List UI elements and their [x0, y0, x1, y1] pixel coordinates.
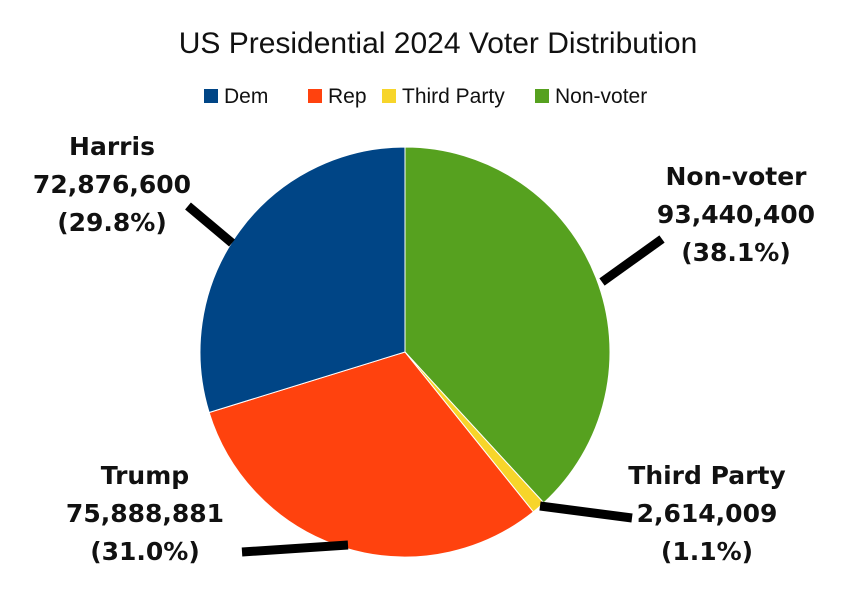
callout-third: Third Party 2,614,009 (1.1%): [628, 461, 785, 566]
legend-label-nonvoter: Non-voter: [555, 85, 647, 108]
chart-title: US Presidential 2024 Voter Distribution: [179, 27, 698, 60]
callout-dem-percent-label: (29.8%): [57, 208, 167, 237]
legend-swatch-third: [382, 89, 396, 103]
callout-dem: Harris 72,876,600 (29.8%): [33, 132, 191, 237]
pie-slice-nonvoter: [404, 146, 611, 504]
leader-line-nonvoter: [599, 235, 665, 286]
callout-dem-value-label: 72,876,600: [33, 170, 191, 199]
callout-rep-name: Trump: [101, 461, 189, 490]
callout-labels: Harris 72,876,600 (29.8%) Non-voter 93,440,4…: [33, 132, 815, 566]
pie-slices: [199, 146, 611, 558]
pie-slice-dem: [199, 146, 406, 414]
legend-label-third: Third Party: [402, 85, 505, 108]
legend-label-rep: Rep: [328, 85, 367, 108]
callout-nonvoter: Non-voter 93,440,400 (38.1%): [657, 162, 815, 267]
callout-rep-value-label: 75,888,881: [66, 499, 224, 528]
legend-swatch-rep: [308, 89, 322, 103]
legend-swatch-dem: [204, 89, 218, 103]
callout-rep: Trump 75,888,881 (31.0%): [66, 461, 224, 566]
legend-label-dem: Dem: [224, 85, 268, 108]
callout-nonvoter-value-label: 93,440,400: [657, 200, 815, 229]
leader-line-third: [539, 501, 633, 523]
legend-swatch-nonvoter: [535, 89, 549, 103]
callout-third-name: Third Party: [628, 461, 785, 490]
leader-line-rep: [241, 540, 349, 557]
callout-dem-name: Harris: [69, 132, 155, 161]
callout-rep-percent-label: (31.0%): [90, 537, 200, 566]
leader-lines: [185, 202, 665, 557]
callout-third-value-label: 2,614,009: [637, 499, 778, 528]
legend: Dem Rep Third Party Non-voter: [204, 85, 647, 108]
leader-line-dem: [185, 202, 235, 247]
callout-third-percent-label: (1.1%): [661, 537, 753, 566]
callout-nonvoter-percent-label: (38.1%): [681, 238, 791, 267]
callout-nonvoter-name: Non-voter: [666, 162, 808, 191]
